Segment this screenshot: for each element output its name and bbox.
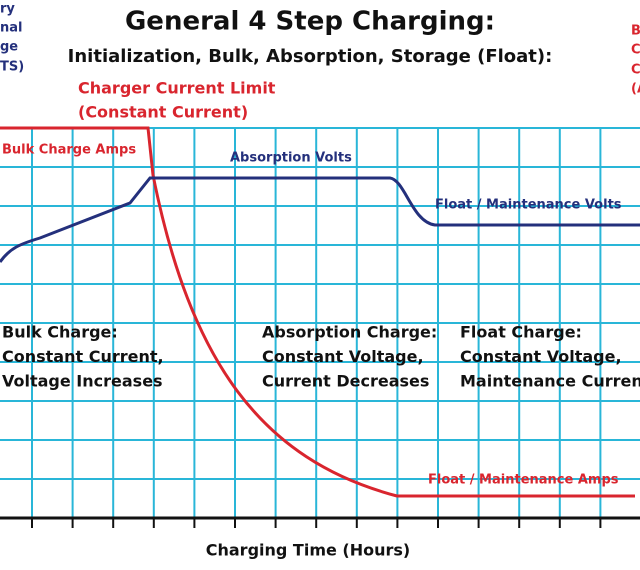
- annotation: Absorption Volts: [230, 151, 352, 166]
- phase-text: Constant Voltage,: [460, 347, 622, 366]
- phase-text: Bulk Charge:: [2, 323, 118, 342]
- grid: [0, 127, 640, 518]
- right-axis-label: (A: [631, 82, 640, 97]
- phase-text: Current Decreases: [262, 372, 429, 391]
- phase-text: Constant Current,: [2, 347, 164, 366]
- right-axis-label: C: [631, 63, 640, 78]
- annotation: (Constant Current): [78, 103, 248, 122]
- right-axis-label: C: [631, 43, 640, 58]
- phase-text: Maintenance Curren: [460, 372, 640, 391]
- annotation: Bulk Charge Amps: [2, 143, 136, 158]
- phases: Bulk Charge: Constant Current, Voltage Inc…: [2, 323, 640, 391]
- phase-text: Voltage Increases: [2, 372, 163, 391]
- voltage-curve: [0, 176, 640, 263]
- annotation: Charger Current Limit: [78, 79, 276, 98]
- phase-text: Constant Voltage,: [262, 347, 424, 366]
- axis-ticks: [31, 518, 602, 528]
- right-axis-label: B: [631, 24, 640, 39]
- title: General 4 Step Charging:: [125, 7, 495, 37]
- annotation: Float / Maintenance Amps: [428, 473, 619, 488]
- x-axis-label: Charging Time (Hours): [206, 541, 410, 560]
- current-curve: [0, 126, 635, 498]
- left-axis-label: ge: [0, 40, 18, 55]
- left-axis-label: TS): [0, 60, 24, 75]
- annotation: Float / Maintenance Volts: [435, 198, 622, 213]
- phase-text: Float Charge:: [460, 323, 582, 342]
- subtitle: Initialization, Bulk, Absorption, Storag…: [68, 46, 553, 67]
- left-axis-label: ry: [0, 2, 15, 17]
- left-axis-label: nal: [0, 21, 22, 36]
- phase-text: Absorption Charge:: [262, 323, 437, 342]
